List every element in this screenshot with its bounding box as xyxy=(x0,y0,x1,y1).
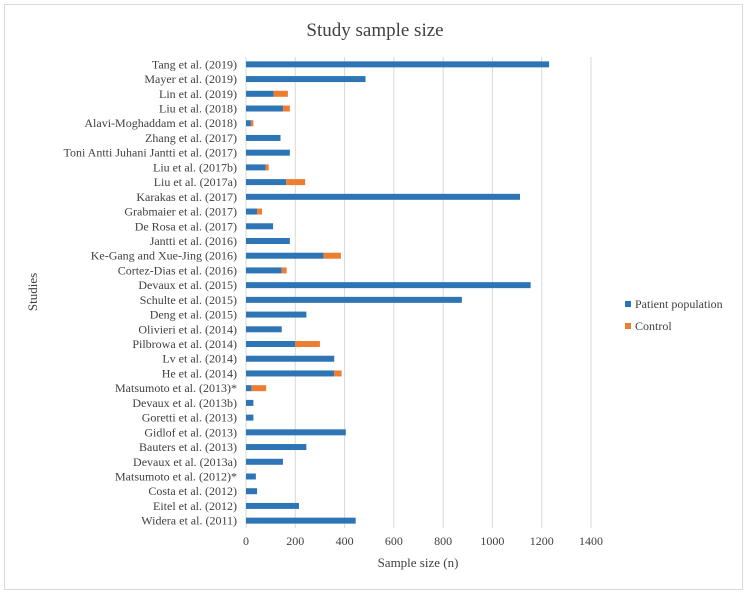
category-label: Karakas et al. (2017) xyxy=(136,190,237,204)
category-label: Liu et al. (2017a) xyxy=(154,175,237,189)
category-label: Liu et al. (2018) xyxy=(159,102,237,116)
x-tick-label: 1400 xyxy=(579,534,603,548)
category-label: Tang et al. (2019) xyxy=(152,57,237,71)
y-axis-title: Studies xyxy=(25,273,40,311)
bar-patient-population xyxy=(246,267,282,274)
category-label: Grabmaier et al. (2017) xyxy=(124,205,237,219)
bar-patient-population xyxy=(246,105,283,112)
bar-patient-population xyxy=(246,488,258,495)
bar-control xyxy=(334,370,342,377)
bar-control xyxy=(281,267,287,274)
bar-control xyxy=(251,385,267,392)
bar-patient-population xyxy=(246,164,266,171)
category-labels: Tang et al. (2019)Mayer et al. (2019)Lin… xyxy=(64,57,237,527)
bar-patient-population xyxy=(246,76,366,83)
bar-control xyxy=(295,341,320,348)
bar-control xyxy=(282,105,290,112)
category-label: Ke-Gang and Xue-Jing (2016) xyxy=(91,249,237,263)
category-label: Mayer et al. (2019) xyxy=(144,72,237,86)
category-label: Liu et al. (2017b) xyxy=(153,160,237,174)
category-label: Lv et al. (2014) xyxy=(162,352,237,366)
x-tick-label: 400 xyxy=(336,534,354,548)
bar-patient-population xyxy=(246,341,296,348)
category-label: Costa et al. (2012) xyxy=(148,484,237,498)
bar-patient-population xyxy=(246,473,256,480)
gridlines xyxy=(245,57,592,528)
bar-control xyxy=(265,164,269,171)
bar-patient-population xyxy=(246,120,251,127)
bar-control xyxy=(257,208,263,215)
category-label: Zhang et al. (2017) xyxy=(145,131,237,145)
bar-patient-population xyxy=(246,134,281,141)
category-label: Matsumoto et al. (2013)* xyxy=(115,381,237,395)
bar-patient-population xyxy=(246,149,290,156)
category-label: Cortez-Dias et al. (2016) xyxy=(118,263,237,277)
category-label: Goretti et al. (2013) xyxy=(142,411,237,425)
category-label: Matsumoto et al. (2012)* xyxy=(115,469,237,483)
category-label: Pilbrowa et al. (2014) xyxy=(132,337,237,351)
category-label: Devaux et al. (2015) xyxy=(138,278,237,292)
bar-patient-population xyxy=(246,414,254,421)
bars xyxy=(246,61,550,524)
bar-patient-population xyxy=(246,326,282,333)
bar-control xyxy=(323,252,341,259)
legend-swatch xyxy=(625,323,631,329)
legend-swatch xyxy=(625,301,631,307)
legend: Patient population Control xyxy=(625,297,723,333)
bar-patient-population xyxy=(246,193,521,200)
bar-patient-population xyxy=(246,370,335,377)
bar-patient-population xyxy=(246,90,274,97)
bar-control xyxy=(250,120,254,127)
bar-patient-population xyxy=(246,296,462,303)
x-tick-label: 0 xyxy=(243,534,249,548)
legend-label: Patient population xyxy=(635,297,723,311)
category-label: Gidlof et al. (2013) xyxy=(144,425,237,439)
category-label: Eitel et al. (2012) xyxy=(153,499,237,513)
category-label: Schulte et al. (2015) xyxy=(140,293,237,307)
category-label: Lin et al. (2019) xyxy=(159,87,237,101)
category-label: Deng et al. (2015) xyxy=(150,308,237,322)
category-label: Olivieri et al. (2014) xyxy=(138,322,237,336)
bar-patient-population xyxy=(246,252,324,259)
x-tick-label: 200 xyxy=(286,534,304,548)
bar-control xyxy=(286,179,306,186)
category-label: De Rosa et al. (2017) xyxy=(135,219,237,233)
bar-patient-population xyxy=(246,237,290,244)
category-label: Toni Antti Juhani Jantti et al. (2017) xyxy=(64,146,237,160)
bar-patient-population xyxy=(246,179,287,186)
chart-title: Study sample size xyxy=(306,20,443,41)
bar-patient-population xyxy=(246,399,254,406)
x-axis-title: Sample size (n) xyxy=(378,555,459,570)
bar-patient-population xyxy=(246,208,258,215)
bar-patient-population xyxy=(246,429,346,436)
category-label: Jantti et al. (2016) xyxy=(150,234,237,248)
bar-patient-population xyxy=(246,61,550,68)
x-tick-label: 1200 xyxy=(530,534,554,548)
bar-patient-population xyxy=(246,502,299,509)
category-label: Bauters et al. (2013) xyxy=(139,440,237,454)
category-label: Devaux et al. (2013a) xyxy=(133,455,237,469)
category-label: Devaux et al. (2013b) xyxy=(132,396,237,410)
x-tick-label: 800 xyxy=(434,534,452,548)
bar-patient-population xyxy=(246,458,283,465)
bar-patient-population xyxy=(246,311,307,318)
bar-patient-population xyxy=(246,223,274,230)
bar-patient-population xyxy=(246,355,335,362)
x-tick-label: 1000 xyxy=(480,534,504,548)
category-label: He et al. (2014) xyxy=(162,366,237,380)
bar-patient-population xyxy=(246,517,356,524)
x-tick-label: 600 xyxy=(385,534,403,548)
category-label: Widera et al. (2011) xyxy=(141,514,237,528)
bar-patient-population xyxy=(246,444,307,451)
x-tick-labels: 0 200 400 600 800 1000 1200 1400 xyxy=(243,534,603,548)
category-label: Alavi-Moghaddam et al. (2018) xyxy=(84,116,237,130)
bar-control xyxy=(273,90,288,97)
bar-patient-population xyxy=(246,385,252,392)
bar-patient-population xyxy=(246,282,531,289)
legend-label: Control xyxy=(635,319,672,333)
